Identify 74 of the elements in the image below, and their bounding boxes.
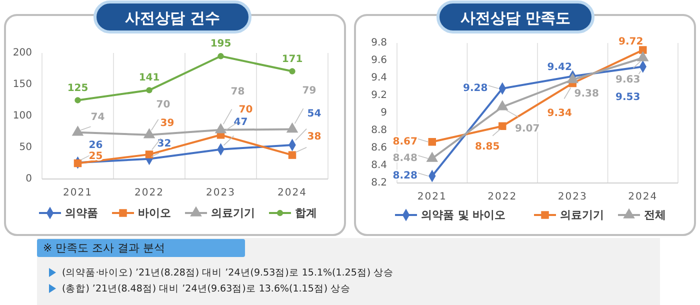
data-label: 25 — [88, 150, 103, 162]
data-label: 9.53 — [616, 92, 640, 104]
data-label: 8.28 — [392, 170, 418, 182]
point — [146, 87, 152, 94]
y-tick-label: 8.2 — [371, 178, 387, 188]
y-tick-label: 0 — [26, 174, 32, 184]
data-label: 9.07 — [515, 123, 540, 134]
x-tick-label: 2024 — [628, 192, 658, 202]
y-tick-label: 8.8 — [371, 125, 387, 136]
y-tick-label: 9.4 — [371, 72, 387, 84]
data-label: 32 — [157, 138, 172, 150]
data-label: 9.42 — [547, 62, 572, 73]
y-tick-label: 9.2 — [371, 90, 387, 101]
y-tick-label: 200 — [12, 48, 32, 58]
point — [639, 46, 647, 54]
data-label: 9.34 — [547, 108, 572, 119]
point — [74, 159, 82, 168]
y-tick-label: 50 — [19, 142, 32, 153]
y-tick-label: 150 — [12, 79, 32, 90]
data-label: 47 — [234, 116, 248, 128]
point — [428, 138, 436, 146]
point — [636, 51, 649, 62]
data-label: 26 — [88, 140, 103, 152]
point — [289, 68, 296, 74]
point — [498, 122, 506, 130]
point — [145, 150, 154, 158]
point — [496, 100, 508, 110]
data-label: 78 — [230, 86, 245, 98]
legend-label: 의약품 및 바이오 — [421, 208, 506, 222]
x-tick-label: 2024 — [278, 188, 307, 198]
y-tick-label: 100 — [12, 110, 32, 122]
legend-label: 의료기기 — [560, 208, 604, 222]
data-label: 9.28 — [463, 83, 488, 94]
x-tick-label: 2023 — [558, 192, 588, 202]
data-label: 195 — [210, 38, 232, 50]
data-label: 9.38 — [574, 88, 599, 100]
y-tick-label: 9 — [380, 108, 387, 118]
x-tick-label: 2023 — [206, 188, 236, 198]
data-label: 8.48 — [392, 153, 418, 164]
x-tick-label: 2022 — [134, 188, 164, 198]
chart-title: 사전상담 건수 — [124, 9, 220, 27]
legend-label: 의료기기 — [211, 206, 255, 220]
legend-label: 바이오 — [138, 206, 171, 220]
data-label: 8.67 — [392, 136, 418, 148]
legend-label: 의약품 — [65, 206, 98, 220]
text: (총합) ’21년(8.48점) 대비 ’24년(9.63점)로 13.6%(1.15점) 상승 — [62, 284, 351, 294]
data-label: 70 — [238, 104, 253, 116]
x-tick-label: 2022 — [488, 192, 518, 202]
data-label: 70 — [156, 99, 170, 110]
x-tick-label: 2021 — [417, 192, 447, 202]
x-tick-label: 2021 — [63, 188, 92, 198]
data-label: 141 — [138, 72, 160, 84]
y-tick-label: 8.4 — [371, 160, 387, 171]
data-label: 54 — [307, 108, 322, 120]
data-label: 125 — [67, 82, 88, 94]
legend-label: 합계 — [295, 206, 317, 220]
chart-title: 사전상담 만족도 — [460, 9, 571, 27]
y-tick-label: 8.6 — [371, 142, 387, 154]
data-label: 74 — [90, 112, 105, 123]
text: ※ 만족도 조사 결과 분석 — [43, 242, 166, 254]
text: (의약품·바이오) ’21년(8.28점) 대비 ’24년(9.53점)로 15.1%(1.25점) 상승 — [62, 268, 394, 278]
point — [74, 97, 81, 104]
point — [566, 72, 579, 84]
data-label: 171 — [282, 54, 303, 65]
y-tick-label: 9.8 — [371, 38, 387, 48]
data-label: 39 — [160, 118, 174, 129]
data-label: 9.72 — [618, 36, 644, 48]
point — [218, 53, 224, 60]
data-label: 38 — [307, 132, 322, 143]
data-label: 8.85 — [475, 142, 500, 153]
y-tick-label: 9.6 — [371, 55, 387, 66]
point — [288, 151, 296, 159]
legend-label: 전체 — [644, 208, 666, 222]
data-label: 79 — [302, 86, 316, 97]
